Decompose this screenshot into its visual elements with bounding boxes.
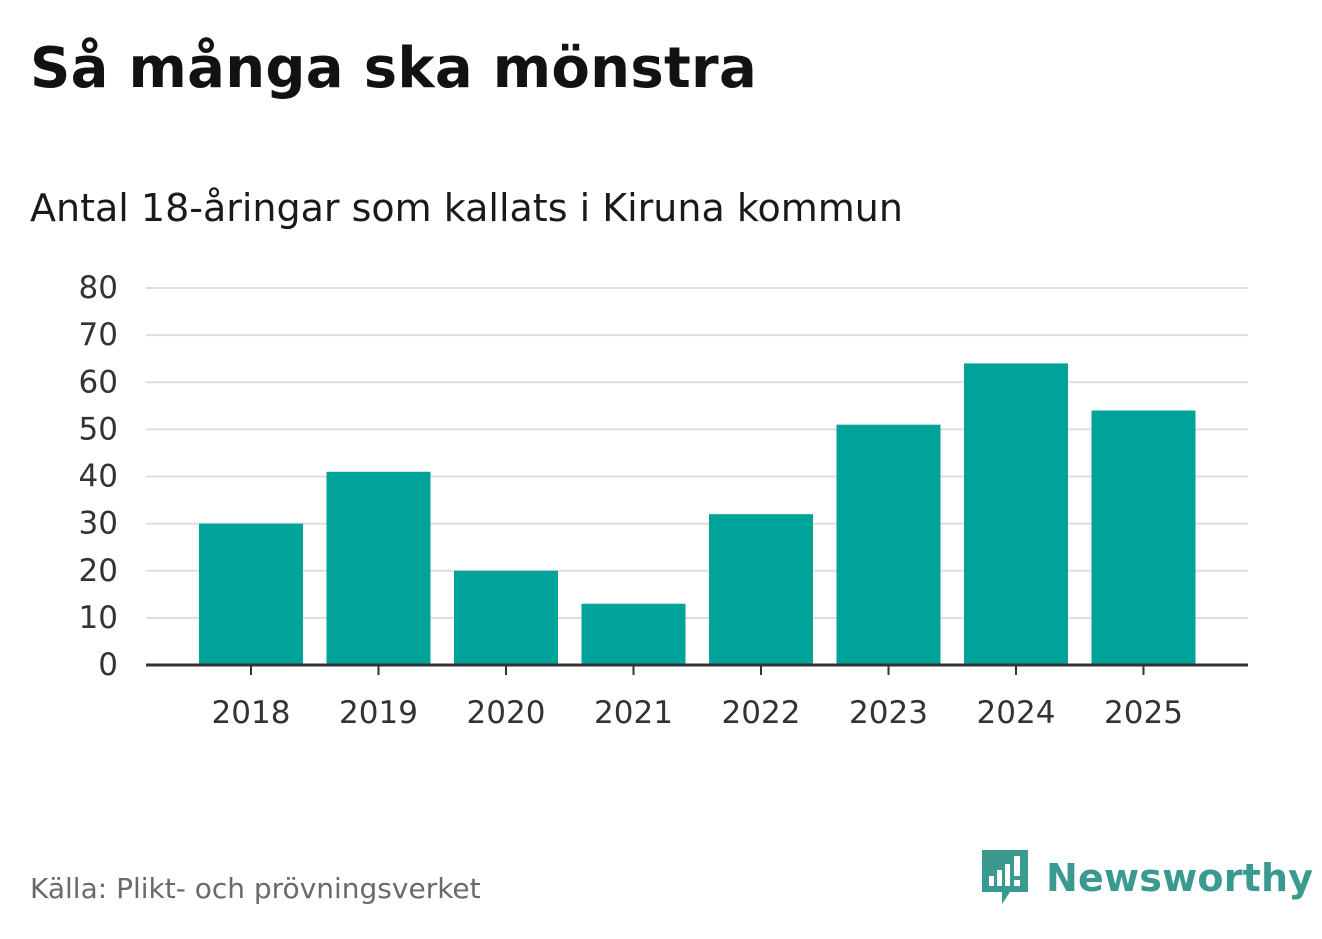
x-tick-label: 2024 [977,695,1056,731]
x-tick-label: 2021 [594,695,673,731]
brand-name: Newsworthy [1046,856,1314,900]
y-tick-label: 20 [79,553,118,589]
y-tick-label: 70 [79,317,118,353]
x-tick-label: 2018 [212,695,291,731]
y-tick-label: 50 [79,411,118,447]
bar-2020 [454,570,558,665]
y-tick-label: 80 [79,270,118,306]
y-tick-label: 10 [79,600,118,636]
bar-2025 [1091,410,1196,665]
bar-2023 [836,424,941,665]
chart-title: Så många ska mönstra [30,36,758,101]
chart-subtitle: Antal 18-åringar som kallats i Kiruna ko… [30,186,903,230]
y-tick-label: 60 [79,364,118,400]
x-tick-label: 2019 [339,695,418,731]
x-tick-label: 2023 [849,695,928,731]
bar-2022 [709,514,813,665]
x-tick-label: 2025 [1104,695,1183,731]
newsworthy-logo-icon [982,850,1028,904]
source-note: Källa: Plikt- och prövningsverket [30,872,481,905]
bar-2019 [326,471,431,665]
brand-logo: Newsworthy [980,848,1313,908]
y-tick-label: 40 [79,459,118,495]
x-tick-label: 2020 [467,695,546,731]
y-tick-label: 30 [79,506,118,542]
bar-2021 [581,603,686,665]
x-tick-label: 2022 [722,695,801,731]
bar-chart: 0 10 20 30 40 50 60 70 80 2018 2019 2020 2021 2022 202… [79,270,1248,731]
y-tick-label: 0 [98,647,118,683]
bar-2018 [199,523,303,665]
bar-2024 [964,363,1068,665]
